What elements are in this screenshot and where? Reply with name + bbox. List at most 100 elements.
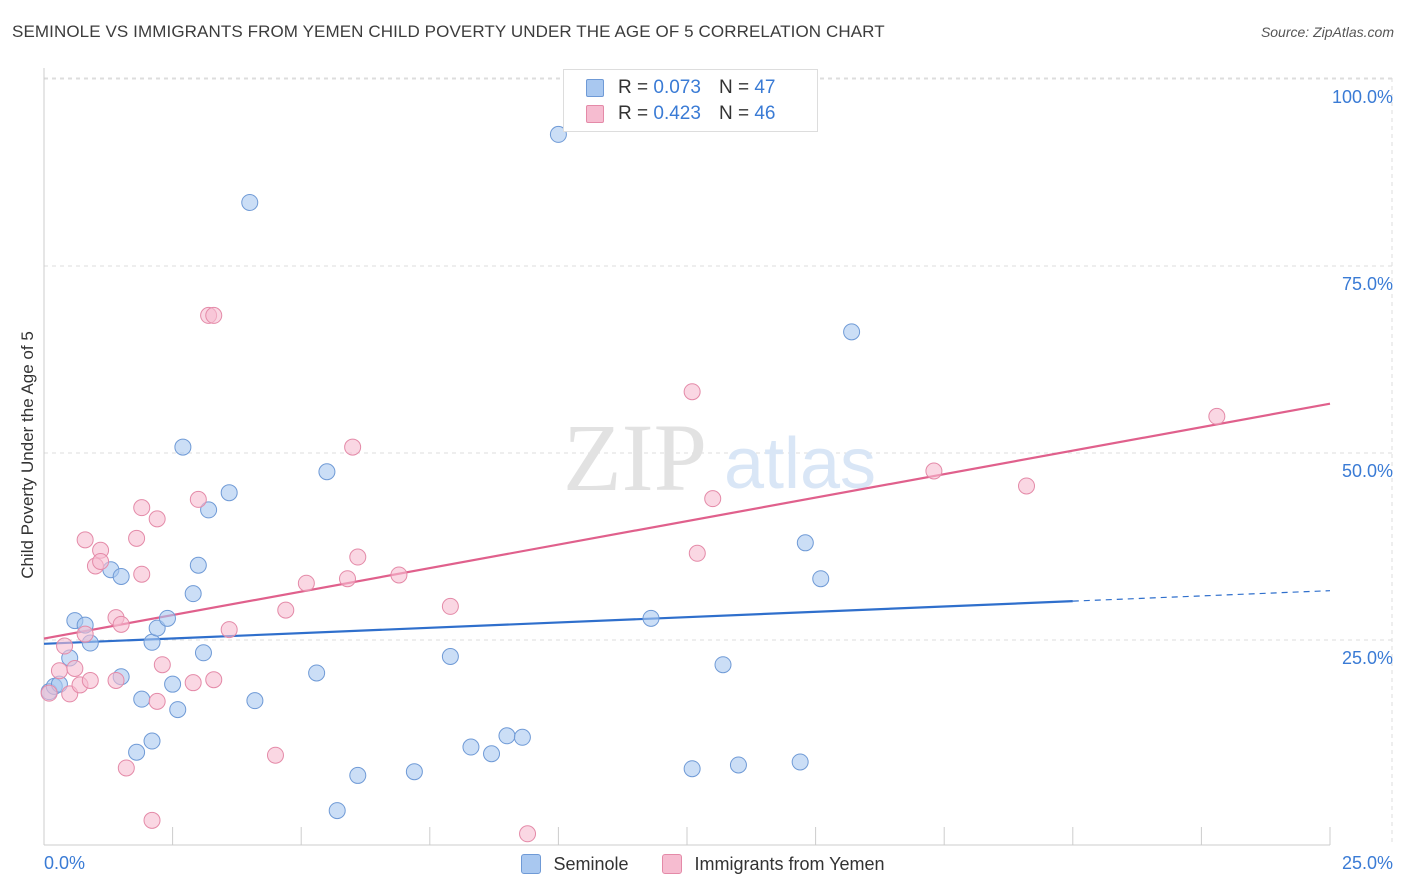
yemen-point bbox=[153, 656, 171, 674]
yemen-point bbox=[205, 671, 223, 689]
seminole-point bbox=[174, 438, 192, 456]
legend-n-value: 47 bbox=[754, 77, 776, 98]
series-legend: Seminole Immigrants from Yemen bbox=[0, 852, 1406, 876]
yemen-point bbox=[344, 438, 362, 456]
yemen-point bbox=[50, 662, 68, 680]
watermark-atlas: atlas bbox=[724, 424, 876, 504]
seminole-point bbox=[405, 763, 423, 781]
yemen-point bbox=[277, 601, 295, 619]
seminole-point bbox=[318, 463, 336, 481]
yemen-point bbox=[205, 306, 223, 324]
yemen-point bbox=[184, 674, 202, 692]
data-points bbox=[40, 125, 1226, 843]
yemen-point bbox=[81, 671, 99, 689]
seminole-point bbox=[714, 656, 732, 674]
y-tick-label: 100.0% bbox=[1332, 87, 1393, 107]
y-tick-label: 75.0% bbox=[1342, 274, 1393, 294]
yemen-point bbox=[128, 529, 146, 547]
seminole-point bbox=[194, 644, 212, 662]
legend-label-yemen: Immigrants from Yemen bbox=[694, 853, 885, 874]
seminole-point bbox=[133, 690, 151, 708]
seminole-point bbox=[796, 534, 814, 552]
yemen-point bbox=[148, 692, 166, 710]
legend-label-seminole: Seminole bbox=[553, 853, 629, 874]
legend-r-label: R = bbox=[618, 103, 649, 124]
seminole-swatch-icon bbox=[521, 854, 542, 874]
yemen-point bbox=[133, 565, 151, 583]
seminole-point bbox=[642, 609, 660, 627]
seminole-point bbox=[169, 701, 187, 719]
chart-title: SEMINOLE VS IMMIGRANTS FROM YEMEN CHILD … bbox=[12, 22, 885, 41]
x-tick-label: 0.0% bbox=[44, 853, 85, 873]
yemen-point bbox=[266, 746, 284, 764]
seminole-point bbox=[128, 743, 146, 761]
seminole-point bbox=[220, 484, 238, 502]
yemen-point bbox=[1208, 407, 1226, 425]
legend-row-yemen: R = 0.423 N = 46 bbox=[586, 102, 775, 126]
seminole-point bbox=[683, 760, 701, 778]
yemen-point bbox=[704, 490, 722, 508]
stats-legend: R = 0.073 N = 47 R = 0.423 N = 46 bbox=[563, 69, 818, 132]
yemen-swatch-icon bbox=[586, 105, 604, 123]
seminole-point bbox=[308, 664, 326, 682]
yemen-point bbox=[338, 570, 356, 588]
seminole-point bbox=[513, 728, 531, 746]
yemen-point bbox=[117, 759, 135, 777]
yemen-point bbox=[189, 490, 207, 508]
yemen-point bbox=[297, 574, 315, 592]
yemen-point bbox=[76, 531, 94, 549]
yemen-trend-line bbox=[43, 402, 1331, 640]
yemen-point bbox=[56, 637, 74, 655]
legend-r-value: 0.073 bbox=[653, 77, 701, 98]
y-tick-label: 25.0% bbox=[1342, 648, 1393, 668]
legend-item-seminole[interactable]: Seminole bbox=[521, 854, 628, 875]
yemen-point bbox=[1018, 477, 1036, 495]
seminole-point bbox=[441, 648, 459, 666]
yemen-point bbox=[92, 553, 110, 571]
seminole-trend-line bbox=[43, 600, 1073, 645]
legend-item-yemen[interactable]: Immigrants from Yemen bbox=[662, 853, 885, 875]
seminole-swatch-icon bbox=[586, 79, 604, 97]
seminole-point bbox=[812, 570, 830, 588]
seminole-point bbox=[349, 766, 367, 784]
seminole-point bbox=[112, 567, 130, 585]
yemen-point bbox=[40, 684, 58, 702]
watermark: ZIP atlas bbox=[563, 404, 876, 511]
source-credit: Source: ZipAtlas.com bbox=[1260, 24, 1394, 40]
seminole-point bbox=[328, 802, 346, 820]
legend-n-value: 46 bbox=[754, 103, 776, 124]
yemen-point bbox=[76, 625, 94, 643]
yemen-point bbox=[441, 597, 459, 615]
legend-n-label: N = bbox=[718, 77, 750, 98]
legend-r-label: R = bbox=[618, 77, 649, 98]
seminole-point bbox=[148, 619, 166, 637]
seminole-point bbox=[729, 756, 747, 774]
yemen-point bbox=[66, 659, 84, 677]
axes bbox=[43, 68, 1331, 846]
yemen-point bbox=[925, 462, 943, 480]
tick-labels: 25.0% 50.0% 75.0% 100.0% 0.0% 25.0% bbox=[44, 87, 1393, 873]
yemen-point bbox=[107, 671, 125, 689]
seminole-point bbox=[843, 323, 861, 341]
yemen-point bbox=[683, 383, 701, 401]
seminole-point bbox=[164, 675, 182, 693]
seminole-point bbox=[549, 125, 567, 143]
yemen-point bbox=[349, 548, 367, 566]
x-tick-label: 25.0% bbox=[1342, 853, 1393, 873]
seminole-point bbox=[483, 745, 501, 763]
yemen-point bbox=[688, 544, 706, 562]
seminole-point bbox=[791, 753, 809, 771]
yemen-point bbox=[519, 825, 537, 843]
seminole-point bbox=[143, 732, 161, 750]
yemen-point bbox=[390, 566, 408, 584]
seminole-point bbox=[241, 193, 259, 211]
yemen-point bbox=[112, 615, 130, 633]
trend-lines bbox=[43, 402, 1331, 645]
seminole-point bbox=[462, 738, 480, 756]
seminole-point bbox=[498, 727, 516, 745]
seminole-point bbox=[200, 501, 218, 519]
legend-r-value: 0.423 bbox=[653, 103, 701, 124]
seminole-point bbox=[143, 633, 161, 651]
legend-n-label: N = bbox=[718, 103, 750, 124]
